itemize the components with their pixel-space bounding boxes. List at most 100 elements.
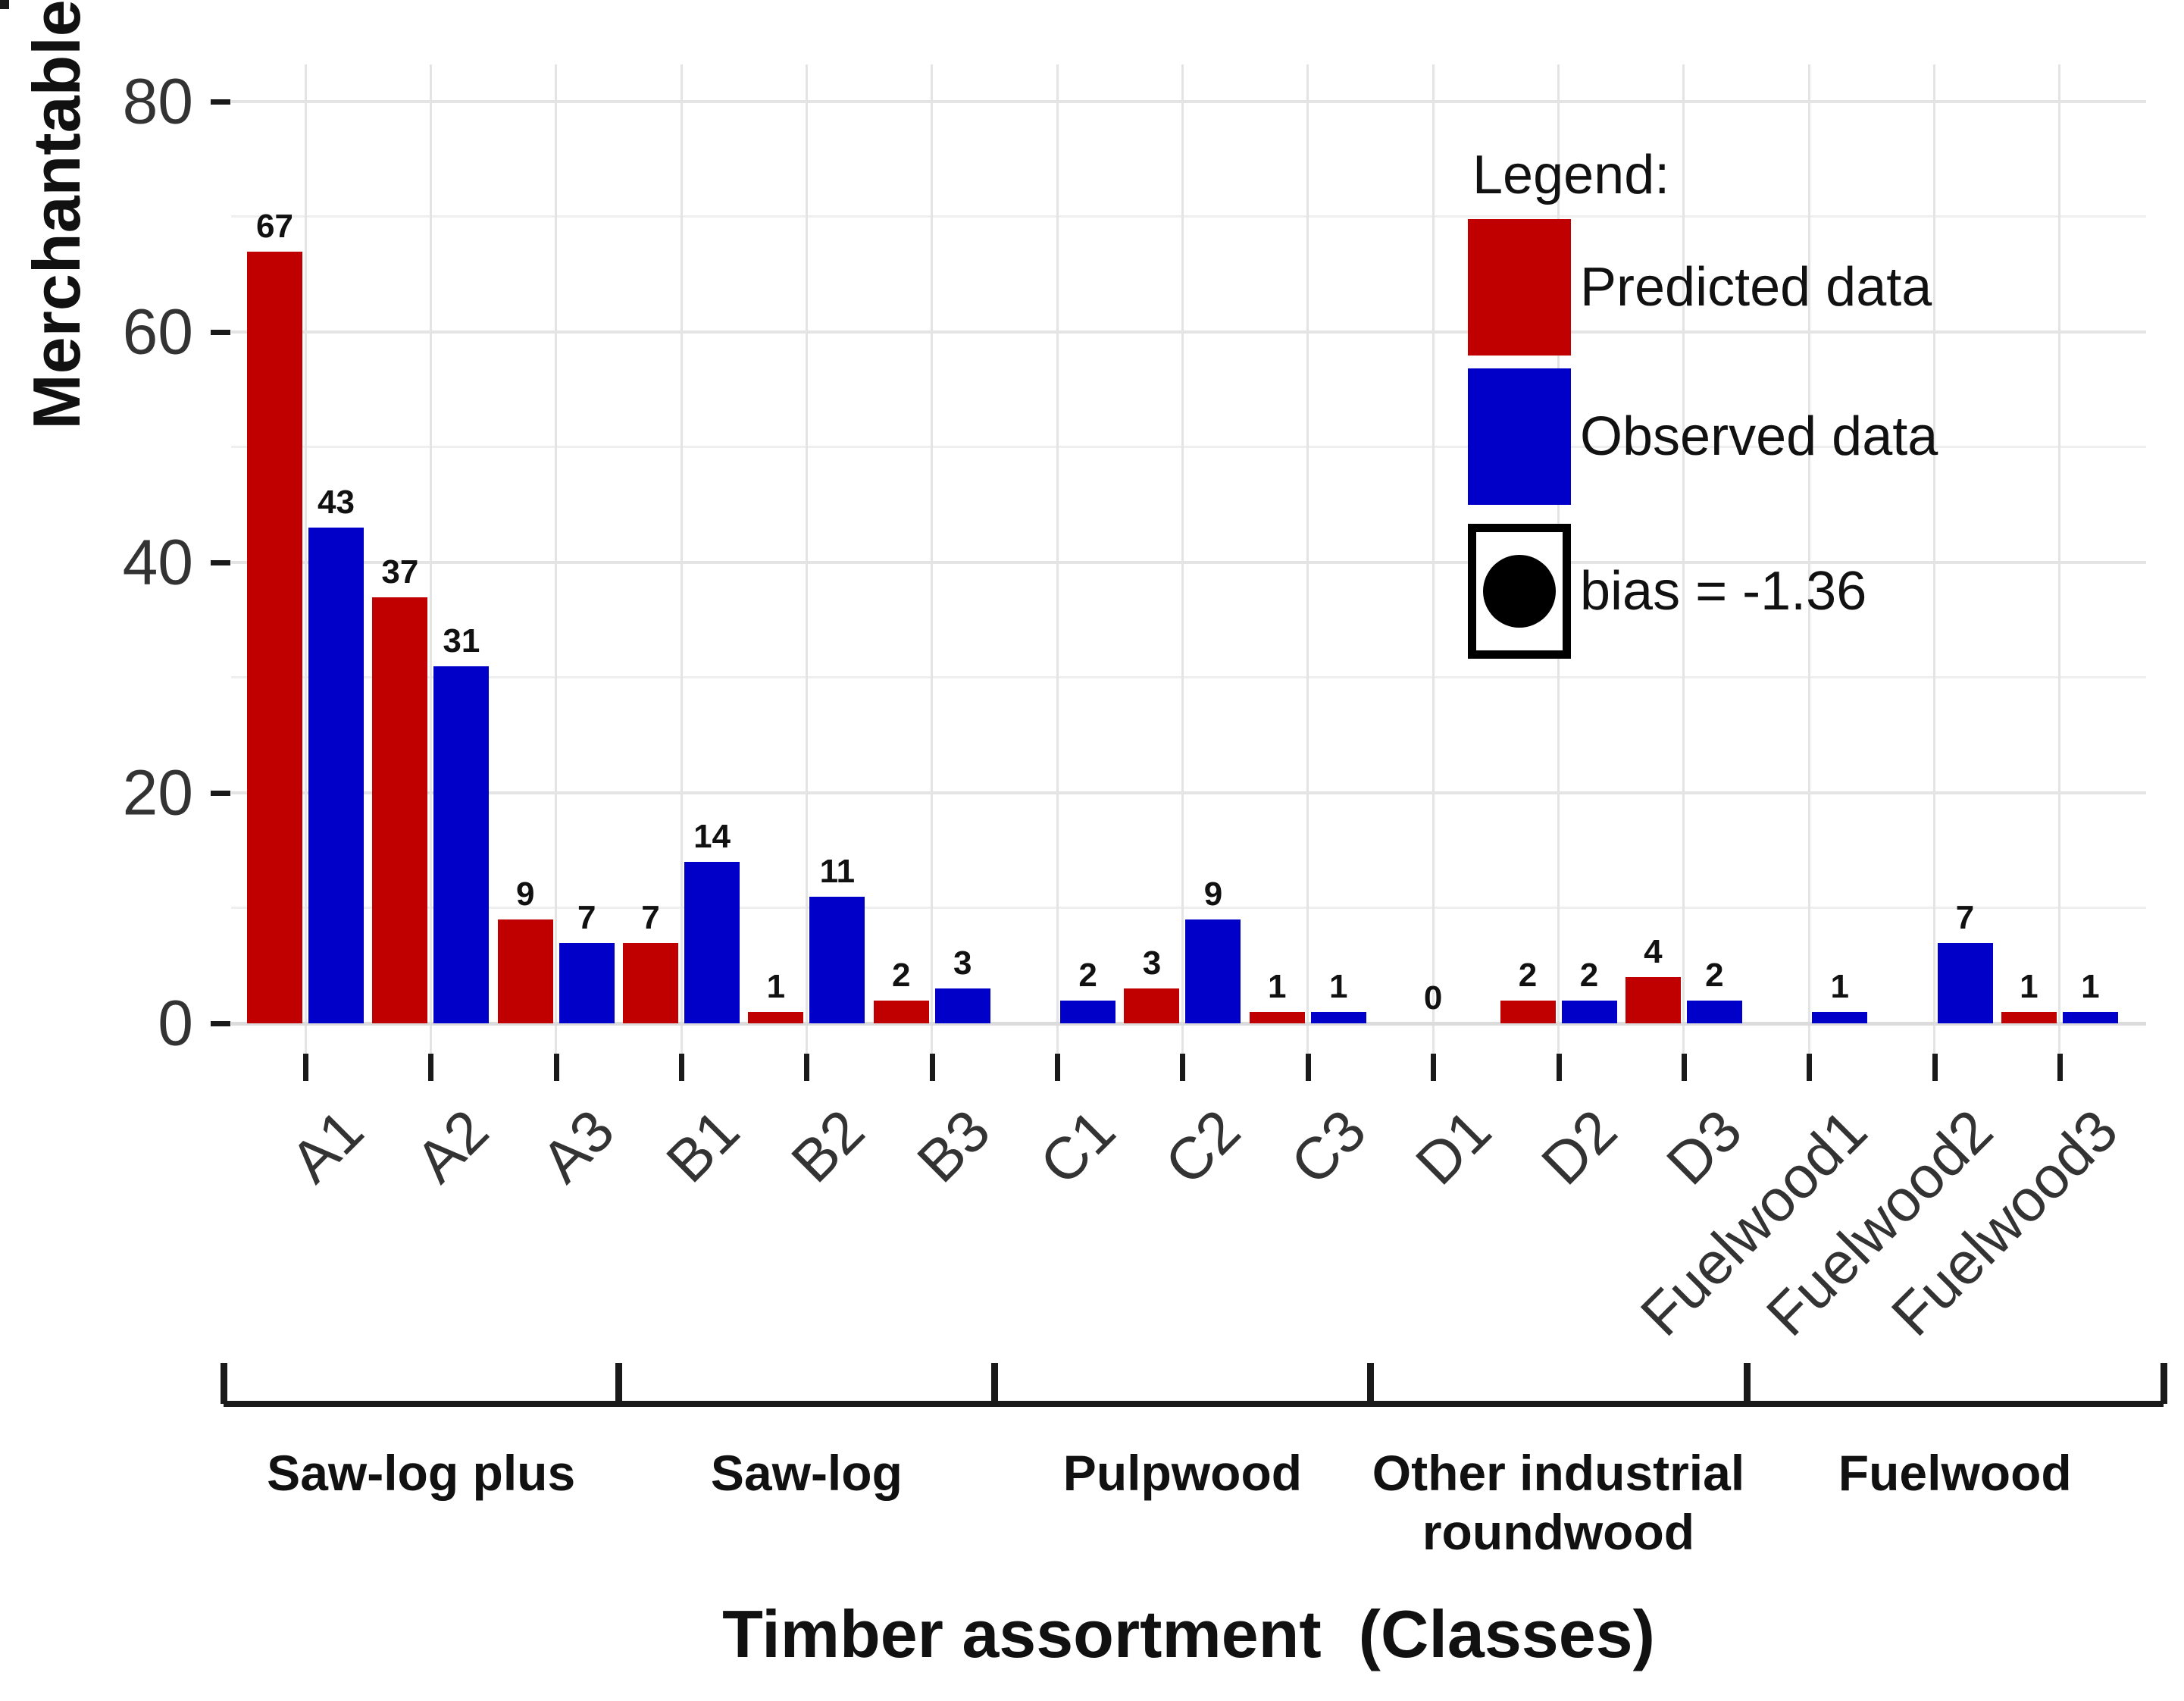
bar-value-label: 3 [1142, 944, 1162, 982]
x-axis-tick [1305, 1054, 1311, 1081]
x-axis-tick [679, 1054, 685, 1081]
group-label-1: Saw-log plus [267, 1445, 576, 1501]
bar-value-label: 2 [1518, 957, 1538, 994]
x-axis-tick [553, 1054, 559, 1081]
bar-value-label: 2 [892, 957, 911, 994]
v-gridline [1306, 64, 1309, 1054]
v-gridline [555, 64, 558, 1054]
v-gridline [1682, 64, 1685, 1054]
v-gridline [680, 64, 683, 1054]
group-axis-line [224, 1401, 2164, 1407]
bar-observed-B3 [934, 988, 990, 1023]
bar-observed-Fuelwood2 [1937, 943, 1993, 1023]
v-gridline [1431, 64, 1435, 1054]
bar-observed-C3 [1310, 1012, 1366, 1023]
group-axis-tick [1743, 1363, 1751, 1404]
legend-item-label: Predicted data [1580, 257, 1932, 318]
y-tick-label: 60 [122, 296, 193, 368]
bar-observed-A2 [433, 666, 490, 1023]
bar-value-label: 31 [443, 622, 480, 659]
v-gridline [429, 64, 432, 1054]
group-label-2: Saw-log [710, 1445, 903, 1501]
v-gridline [2058, 64, 2061, 1054]
x-axis-tick [1556, 1054, 1562, 1081]
x-axis-tick [303, 1054, 308, 1081]
bar-predicted-A3 [497, 919, 553, 1023]
bar-value-label: 7 [577, 899, 596, 936]
x-axis-tick [1807, 1054, 1813, 1081]
bar-value-label: 7 [1955, 899, 1975, 936]
v-gridline [1056, 64, 1059, 1054]
bar-predicted-C2 [1124, 988, 1180, 1023]
bar-value-label: 3 [953, 944, 972, 982]
x-axis-tick [804, 1054, 810, 1081]
bar-value-label: 11 [819, 853, 856, 890]
legend-item-observed: Observed data [1468, 368, 1938, 505]
y-axis-tick [211, 330, 230, 335]
h-gridline [231, 215, 2146, 218]
legend-item-bias: bias = -1.36 [1468, 523, 1866, 659]
v-gridline [805, 64, 808, 1054]
group-axis-tick [2161, 1363, 2167, 1404]
bar-observed-Fuelwood3 [2062, 1012, 2118, 1023]
zero-baseline [231, 1022, 2146, 1026]
bar-value-label: 37 [381, 553, 419, 590]
bar-observed-C2 [1185, 919, 1241, 1023]
bar-predicted-A2 [372, 597, 428, 1023]
bar-predicted-C3 [1249, 1012, 1305, 1023]
x-axis-tick [2057, 1054, 2063, 1081]
group-axis-tick [221, 1363, 227, 1404]
panel-border [0, 0, 9, 9]
h-gridline [231, 907, 2146, 909]
x-axis-tick [1055, 1054, 1061, 1081]
bar-observed-Fuelwood1 [1812, 1012, 1868, 1023]
predicted-swatch-icon [1468, 219, 1571, 356]
h-gridline [231, 446, 2146, 448]
group-axis-tick [615, 1363, 623, 1404]
legend-item-label: bias = -1.36 [1580, 561, 1867, 622]
y-axis-tick [211, 560, 230, 565]
group-label-5: Fuelwood [1838, 1445, 2072, 1501]
bar-observed-B2 [809, 897, 865, 1023]
bar-observed-D3 [1686, 1001, 1742, 1023]
group-axis-tick [1367, 1363, 1375, 1404]
bar-value-label: 1 [1268, 968, 1287, 1005]
bar-predicted-B1 [623, 943, 679, 1023]
bar-value-label: 67 [256, 208, 293, 245]
bar-observed-A1 [308, 528, 364, 1023]
zero-value-label: 0 [1423, 979, 1443, 1017]
bar-predicted-D3 [1625, 977, 1681, 1023]
h-gridline [231, 100, 2146, 103]
y-tick-label: 0 [158, 987, 193, 1059]
y-tick-label: 20 [122, 757, 193, 829]
y-axis-tick [211, 99, 230, 105]
v-gridline [1181, 64, 1184, 1054]
x-axis-tick [1681, 1054, 1687, 1081]
h-gridline [231, 791, 2146, 794]
v-gridline [931, 64, 934, 1054]
v-gridline [1933, 64, 1936, 1054]
bar-observed-D2 [1561, 1001, 1617, 1023]
bar-predicted-B3 [873, 1001, 929, 1023]
legend-item-label: Observed data [1580, 406, 1938, 467]
bar-observed-B1 [684, 862, 740, 1023]
bar-predicted-A1 [247, 252, 302, 1023]
bar-value-label: 9 [515, 876, 535, 913]
bar-value-label: 9 [1203, 876, 1223, 913]
h-gridline [231, 561, 2146, 564]
y-axis-title: Merchantable log (Units) [19, 0, 94, 430]
bias-marker-icon [1468, 524, 1571, 659]
bar-value-label: 14 [693, 818, 731, 855]
bar-observed-C1 [1060, 1001, 1116, 1023]
group-axis-tick [991, 1363, 999, 1404]
bar-value-label: 2 [1579, 957, 1599, 994]
group-label-4: Other industrial roundwood [1372, 1445, 1745, 1560]
bar-value-label: 1 [2081, 968, 2100, 1005]
x-axis-tick [1431, 1054, 1437, 1081]
x-axis-tick [1180, 1054, 1186, 1081]
y-axis-tick [211, 791, 230, 796]
legend-item-predicted: Predicted data [1468, 219, 1932, 356]
bar-value-label: 1 [2020, 968, 2039, 1005]
x-axis-title: Timber assortment (Classes) [722, 1596, 1655, 1671]
